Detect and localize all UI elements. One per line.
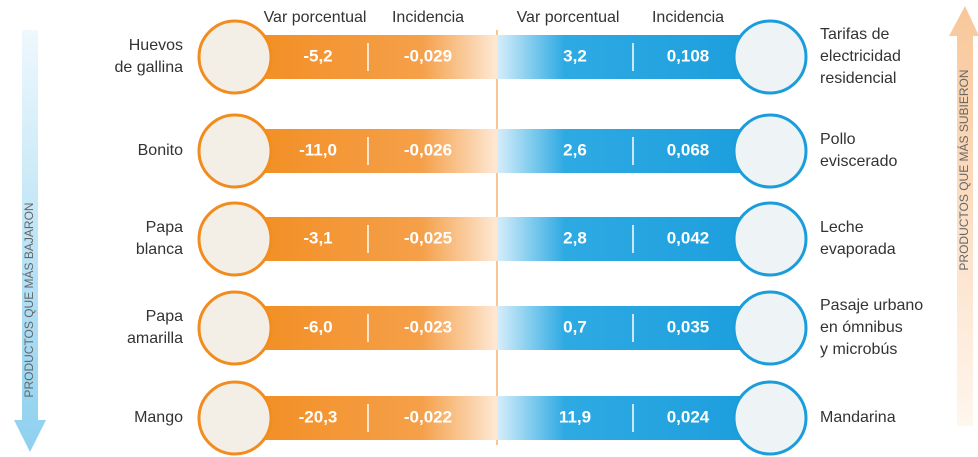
product-image [199, 115, 271, 187]
product-name: Mandarina [820, 409, 896, 426]
var-value: -11,0 [299, 140, 337, 159]
column-header: Incidencia [652, 9, 724, 26]
var-value: 0,7 [563, 317, 587, 336]
product-name: electricidad [820, 48, 901, 65]
column-header: Var porcentual [264, 9, 367, 26]
product-name: Papa [146, 308, 183, 325]
product-name: Huevos [129, 37, 183, 54]
product-image [734, 115, 806, 187]
increase-bar [497, 217, 767, 261]
product-name: de gallina [115, 59, 184, 76]
product-name: residencial [820, 70, 896, 87]
var-value: 3,2 [563, 46, 587, 65]
incidence-value: -0,022 [404, 407, 452, 426]
product-name: blanca [136, 241, 183, 258]
var-value: 11,9 [559, 407, 591, 426]
incidence-value: -0,029 [404, 46, 452, 65]
var-value: 2,6 [563, 140, 587, 159]
incidence-value: -0,026 [404, 140, 452, 159]
incidence-value: 0,108 [667, 46, 710, 65]
product-image [199, 203, 271, 275]
product-image [199, 292, 271, 364]
side-label: PRODUCTOS QUE MÁS BAJARON [21, 202, 36, 397]
incidence-value: 0,024 [667, 407, 710, 426]
product-image [734, 382, 806, 454]
incidence-value: -0,023 [404, 317, 452, 336]
product-name: eviscerado [820, 153, 897, 170]
product-name: Mango [134, 409, 183, 426]
column-header: Var porcentual [517, 9, 620, 26]
increase-bar [497, 396, 767, 440]
var-value: 2,8 [563, 228, 587, 247]
increase-bar [497, 129, 767, 173]
product-name: Tarifas de [820, 26, 889, 43]
product-name: y microbús [820, 341, 897, 358]
incidence-value: 0,042 [667, 228, 710, 247]
product-name: Papa [146, 219, 183, 236]
incidence-value: 0,035 [667, 317, 710, 336]
infographic: PRODUCTOS QUE MÁS BAJARON PRODUCTOS QUE M… [0, 0, 978, 457]
product-name: Leche [820, 219, 864, 236]
var-value: -5,2 [303, 46, 332, 65]
var-value: -6,0 [303, 317, 332, 336]
product-name: en ómnibus [820, 319, 903, 336]
product-image [199, 21, 271, 93]
var-value: -20,3 [299, 407, 338, 426]
product-name: evaporada [820, 241, 896, 258]
product-image [734, 203, 806, 275]
incidence-value: 0,068 [667, 140, 710, 159]
product-name: amarilla [127, 330, 183, 347]
side-label: PRODUCTOS QUE MÁS SUBIERON [956, 69, 971, 270]
column-header: Incidencia [392, 9, 464, 26]
product-image [734, 21, 806, 93]
product-image [199, 382, 271, 454]
increase-bar [497, 306, 767, 350]
product-name: Pollo [820, 131, 856, 148]
product-image [734, 292, 806, 364]
var-value: -3,1 [303, 228, 332, 247]
product-name: Pasaje urbano [820, 297, 923, 314]
incidence-value: -0,025 [404, 228, 452, 247]
increase-bar [497, 35, 767, 79]
product-name: Bonito [138, 142, 183, 159]
